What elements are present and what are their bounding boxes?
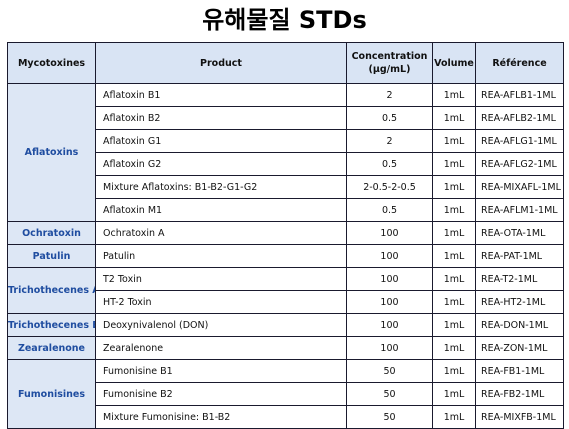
reference-cell: REA-DON-1ML: [475, 313, 564, 337]
volume-cell: 1mL: [432, 244, 476, 268]
header-volume: Volume: [432, 42, 476, 84]
concentration-cell: 100: [346, 267, 433, 291]
product-cell: T2 Toxin: [95, 267, 347, 291]
product-cell: Aflatoxin G1: [95, 129, 347, 153]
category-cell: Ochratoxin: [7, 221, 96, 245]
concentration-cell: 50: [346, 359, 433, 383]
table-row: Patulin Patulin 100 1mL REA-PAT-1ML: [7, 244, 564, 268]
header-concentration-label: Concentration (μg/mL): [351, 51, 428, 75]
concentration-cell: 0.5: [346, 152, 433, 176]
concentration-cell: 100: [346, 336, 433, 360]
category-cell: Patulin: [7, 244, 96, 268]
table-row: Aflatoxins Aflatoxin B1 2 1mL REA-AFLB1-1ML: [7, 83, 564, 222]
product-cell: Ochratoxin A: [95, 221, 347, 245]
concentration-cell: 100: [346, 313, 433, 337]
product-cell: Deoxynivalenol (DON): [95, 313, 347, 337]
reference-cell: REA-AFLG2-1ML: [475, 152, 564, 176]
mycotoxin-standards-table: Mycotoxines Product Concentration (μg/mL…: [7, 42, 564, 429]
table-header-row: Mycotoxines Product Concentration (μg/mL…: [7, 42, 564, 84]
volume-cell: 1mL: [432, 152, 476, 176]
volume-cell: 1mL: [432, 267, 476, 291]
category-cell: Aflatoxins: [7, 83, 96, 222]
product-cell: Mixture Aflatoxins: B1-B2-G1-G2: [95, 175, 347, 199]
product-cell: Patulin: [95, 244, 347, 268]
volume-cell: 1mL: [432, 405, 476, 429]
table-row: Fumonisines Fumonisine B1 50 1mL REA-FB1-1ML: [7, 359, 564, 429]
table-row: Trichothecenes B Deoxynivalenol (DON) 100 1…: [7, 313, 564, 337]
reference-cell: REA-FB1-1ML: [475, 359, 564, 383]
concentration-cell: 2-0.5-2-0.5: [346, 175, 433, 199]
header-product: Product: [95, 42, 347, 84]
table-row: Aflatoxin G1 2 1mL REA-AFLG1-1ML: [8, 129, 564, 153]
page-title: 유해물질 STDs: [202, 6, 367, 34]
product-cell: Aflatoxin B1: [95, 83, 347, 107]
concentration-cell: 2: [346, 83, 433, 107]
volume-cell: 1mL: [432, 129, 476, 153]
category-cell: Trichothecenes A: [7, 267, 96, 314]
volume-cell: 1mL: [432, 83, 476, 107]
volume-cell: 1mL: [432, 313, 476, 337]
concentration-cell: 0.5: [346, 106, 433, 130]
reference-cell: REA-OTA-1ML: [475, 221, 564, 245]
table-row: Aflatoxin B2 0.5 1mL REA-AFLB2-1ML: [8, 106, 564, 130]
volume-cell: 1mL: [432, 336, 476, 360]
table-row: Ochratoxin Ochratoxin A 100 1mL REA-OTA-1ML: [7, 221, 564, 245]
table-row: Aflatoxin M1 0.5 1mL REA-AFLM1-1ML: [8, 198, 564, 222]
table-row: Aflatoxin G2 0.5 1mL REA-AFLG2-1ML: [8, 152, 564, 176]
volume-cell: 1mL: [432, 106, 476, 130]
volume-cell: 1mL: [432, 359, 476, 383]
product-cell: Zearalenone: [95, 336, 347, 360]
reference-cell: REA-MIXFB-1ML: [475, 405, 564, 429]
reference-cell: REA-HT2-1ML: [475, 290, 564, 314]
concentration-cell: 100: [346, 290, 433, 314]
product-cell: Mixture Fumonisine: B1-B2: [95, 405, 347, 429]
reference-cell: REA-AFLB1-1ML: [475, 83, 564, 107]
concentration-cell: 50: [346, 382, 433, 406]
table-row: Zearalenone Zearalenone 100 1mL REA-ZON-1ML: [7, 336, 564, 360]
category-cell: Zearalenone: [7, 336, 96, 360]
reference-cell: REA-AFLB2-1ML: [475, 106, 564, 130]
product-cell: Aflatoxin M1: [95, 198, 347, 222]
volume-cell: 1mL: [432, 221, 476, 245]
product-cell: Fumonisine B2: [95, 382, 347, 406]
product-cell: HT-2 Toxin: [95, 290, 347, 314]
product-cell: Fumonisine B1: [95, 359, 347, 383]
category-cell: Trichothecenes B: [7, 313, 96, 337]
table-row: Trichothecenes A T2 Toxin 100 1mL REA-T2-1ML: [7, 267, 564, 314]
table-row: HT-2 Toxin 100 1mL REA-HT2-1ML: [8, 290, 564, 314]
header-category: Mycotoxines: [7, 42, 96, 84]
table-body: Aflatoxins Aflatoxin B1 2 1mL REA-AFLB1-1ML A…: [7, 83, 564, 429]
concentration-cell: 100: [346, 221, 433, 245]
volume-cell: 1mL: [432, 198, 476, 222]
reference-cell: REA-ZON-1ML: [475, 336, 564, 360]
product-cell: Aflatoxin G2: [95, 152, 347, 176]
reference-cell: REA-AFLM1-1ML: [475, 198, 564, 222]
volume-cell: 1mL: [432, 175, 476, 199]
table-row: Mixture Aflatoxins: B1-B2-G1-G2 2-0.5-2-0…: [8, 175, 564, 199]
category-cell: Fumonisines: [7, 359, 96, 429]
reference-cell: REA-AFLG1-1ML: [475, 129, 564, 153]
reference-cell: REA-MIXAFL-1ML: [475, 175, 564, 199]
product-cell: Aflatoxin B2: [95, 106, 347, 130]
table-row: Fumonisine B2 50 1mL REA-FB2-1ML: [8, 382, 564, 406]
volume-cell: 1mL: [432, 382, 476, 406]
header-reference: Référence: [475, 42, 564, 84]
concentration-cell: 2: [346, 129, 433, 153]
reference-cell: REA-T2-1ML: [475, 267, 564, 291]
concentration-cell: 50: [346, 405, 433, 429]
header-concentration: Concentration (μg/mL): [346, 42, 433, 84]
concentration-cell: 0.5: [346, 198, 433, 222]
reference-cell: REA-PAT-1ML: [475, 244, 564, 268]
concentration-cell: 100: [346, 244, 433, 268]
reference-cell: REA-FB2-1ML: [475, 382, 564, 406]
volume-cell: 1mL: [432, 290, 476, 314]
